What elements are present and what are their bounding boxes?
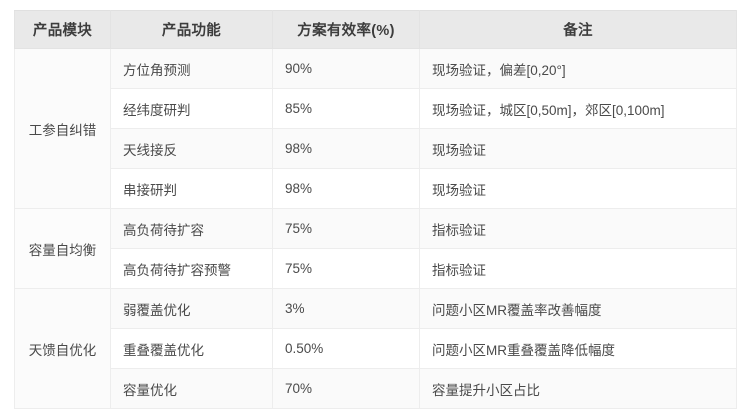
column-header-remark: 备注 [419,10,737,49]
table-body: 工参自纠错 方位角预测 90% 现场验证，偏差[0,20°] 经纬度研判 85% 现场验证，… [14,48,737,409]
rate-cell: 85% [272,88,420,129]
rate-cell: 98% [272,128,420,169]
remark-cell: 容量提升小区占比 [419,368,737,409]
feature-cell: 天线接反 [110,128,273,169]
table-row: 天馈自优化 弱覆盖优化 3% 问题小区MR覆盖率改善幅度 [14,288,737,409]
product-spec-table: 产品模块 产品功能 方案有效率(%) 备注 工参自纠错 方位角预测 90% 现场验证，… [14,10,737,409]
rate-cell: 75% [272,248,420,289]
column-header-feature: 产品功能 [110,10,273,49]
remark-cell: 问题小区MR重叠覆盖降低幅度 [419,328,737,369]
feature-cell: 串接研判 [110,168,273,209]
table-row: 经纬度研判 85% 现场验证，城区[0,50m]，郊区[0,100m] [15,88,737,129]
remark-cell: 现场验证 [419,128,737,169]
rate-cell: 98% [272,168,420,209]
feature-cell: 经纬度研判 [110,88,273,129]
module-cell: 容量自均衡 [14,208,111,289]
rate-cell: 3% [272,288,420,329]
table-header-row: 产品模块 产品功能 方案有效率(%) 备注 [14,10,737,49]
rate-cell: 0.50% [272,328,420,369]
table-row: 串接研判 98% 现场验证 [15,168,737,209]
remark-cell: 问题小区MR覆盖率改善幅度 [419,288,737,329]
table-row: 天线接反 98% 现场验证 [15,128,737,169]
feature-cell: 弱覆盖优化 [110,288,273,329]
remark-cell: 现场验证 [419,168,737,209]
rate-cell: 90% [272,48,420,89]
feature-cell: 高负荷待扩容 [110,208,273,249]
table-row: 重叠覆盖优化 0.50% 问题小区MR重叠覆盖降低幅度 [15,328,737,369]
feature-cell: 高负荷待扩容预警 [110,248,273,289]
column-header-module: 产品模块 [14,10,111,49]
module-cell: 工参自纠错 [14,48,111,209]
module-cell: 天馈自优化 [14,288,111,409]
table-row: 高负荷待扩容预警 75% 指标验证 [15,248,737,289]
feature-cell: 方位角预测 [110,48,273,89]
remark-cell: 现场验证，偏差[0,20°] [419,48,737,89]
remark-cell: 现场验证，城区[0,50m]，郊区[0,100m] [419,88,737,129]
remark-cell: 指标验证 [419,248,737,289]
table-header: 产品模块 产品功能 方案有效率(%) 备注 [14,10,737,49]
rate-cell: 70% [272,368,420,409]
spec-table-container: 产品模块 产品功能 方案有效率(%) 备注 工参自纠错 方位角预测 90% 现场验证，… [14,10,737,409]
table-row: 工参自纠错 方位角预测 90% 现场验证，偏差[0,20°] [14,48,737,209]
feature-cell: 重叠覆盖优化 [110,328,273,369]
rate-cell: 75% [272,208,420,249]
table-row: 容量优化 70% 容量提升小区占比 [15,368,737,409]
table-row: 容量自均衡 高负荷待扩容 75% 指标验证 [14,208,737,289]
column-header-rate: 方案有效率(%) [272,10,420,49]
remark-cell: 指标验证 [419,208,737,249]
feature-cell: 容量优化 [110,368,273,409]
